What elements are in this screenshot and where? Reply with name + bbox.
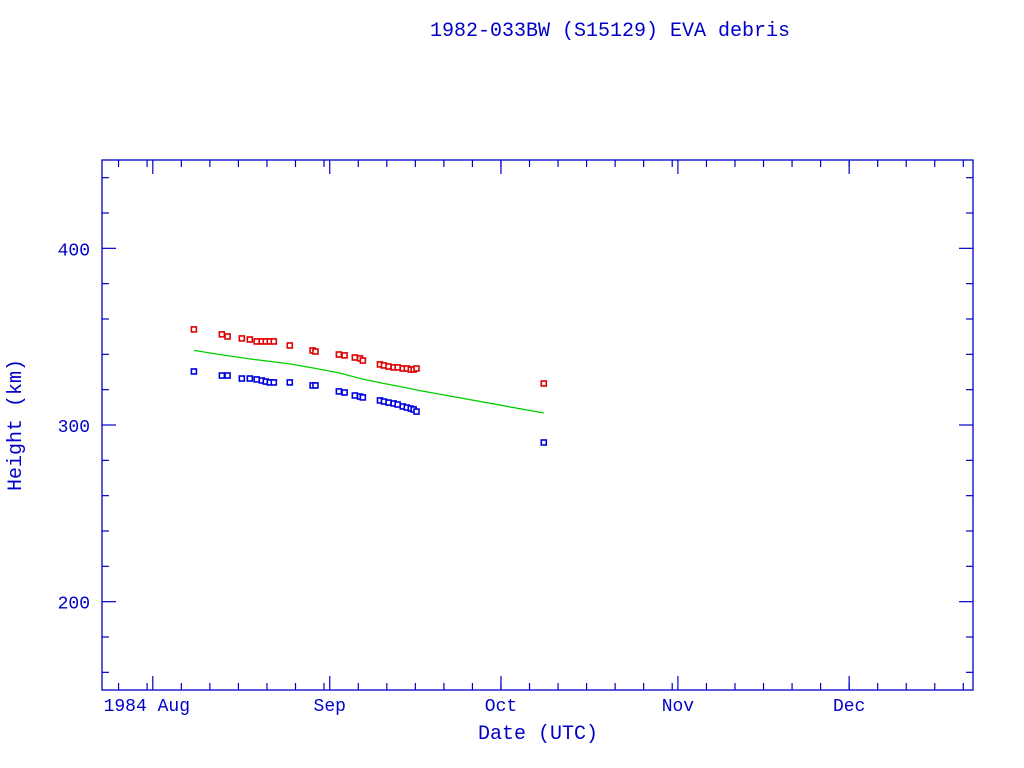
x-axis-label: Date (UTC) (478, 723, 598, 746)
data-point-apogee (246, 336, 254, 343)
x-tick-label: 1984 Aug (104, 697, 190, 717)
data-point-apogee (359, 357, 367, 364)
data-point-apogee (218, 331, 226, 338)
data-point-apogee (238, 335, 246, 342)
y-tick-label: 300 (58, 418, 90, 438)
data-point-apogee (224, 333, 231, 340)
data-point-apogee (286, 342, 294, 349)
data-point-perigee (394, 401, 401, 408)
data-point-perigee (190, 368, 198, 375)
data-point-apogee (413, 365, 420, 372)
data-point-perigee (385, 399, 392, 406)
data-point-apogee (385, 363, 392, 370)
plot-frame (101, 159, 974, 691)
data-point-perigee (224, 372, 231, 379)
axes: 200 300 400 1984 Aug Sep Oct Nov Dec (58, 160, 973, 717)
data-point-apogee (190, 326, 198, 333)
data-point-apogee (540, 380, 548, 387)
data-point-perigee (270, 379, 278, 386)
series-line-mean (193, 349, 544, 414)
data-point-perigee (246, 375, 254, 382)
data-point-perigee (341, 389, 348, 396)
data-point-perigee (540, 439, 548, 446)
data-point-perigee (218, 372, 226, 379)
data-point-perigee (359, 394, 367, 401)
data-marks (190, 326, 548, 446)
x-tick-label: Oct (485, 697, 517, 717)
data-point-apogee (394, 364, 401, 371)
data-point-perigee (312, 382, 319, 389)
data-point-perigee (286, 379, 294, 386)
y-tick-label: 200 (58, 595, 90, 615)
data-point-apogee (270, 338, 278, 345)
data-point-perigee (253, 376, 260, 383)
data-point-perigee (335, 388, 343, 395)
x-tick-label: Sep (314, 697, 346, 717)
data-point-perigee (238, 375, 246, 382)
data-point-apogee (335, 351, 343, 358)
data-point-apogee (351, 354, 359, 361)
data-point-apogee (312, 348, 319, 355)
x-tick-label: Dec (833, 697, 865, 717)
data-point-apogee (341, 352, 348, 359)
data-point-perigee (413, 408, 420, 415)
y-tick-label: 400 (58, 241, 90, 261)
chart-title: 1982-033BW (S15129) EVA debris (430, 20, 790, 43)
x-tick-label: Nov (662, 697, 695, 717)
data-point-perigee (351, 392, 359, 399)
y-axis-label: Height (km) (5, 359, 28, 491)
data-point-apogee (253, 338, 260, 345)
